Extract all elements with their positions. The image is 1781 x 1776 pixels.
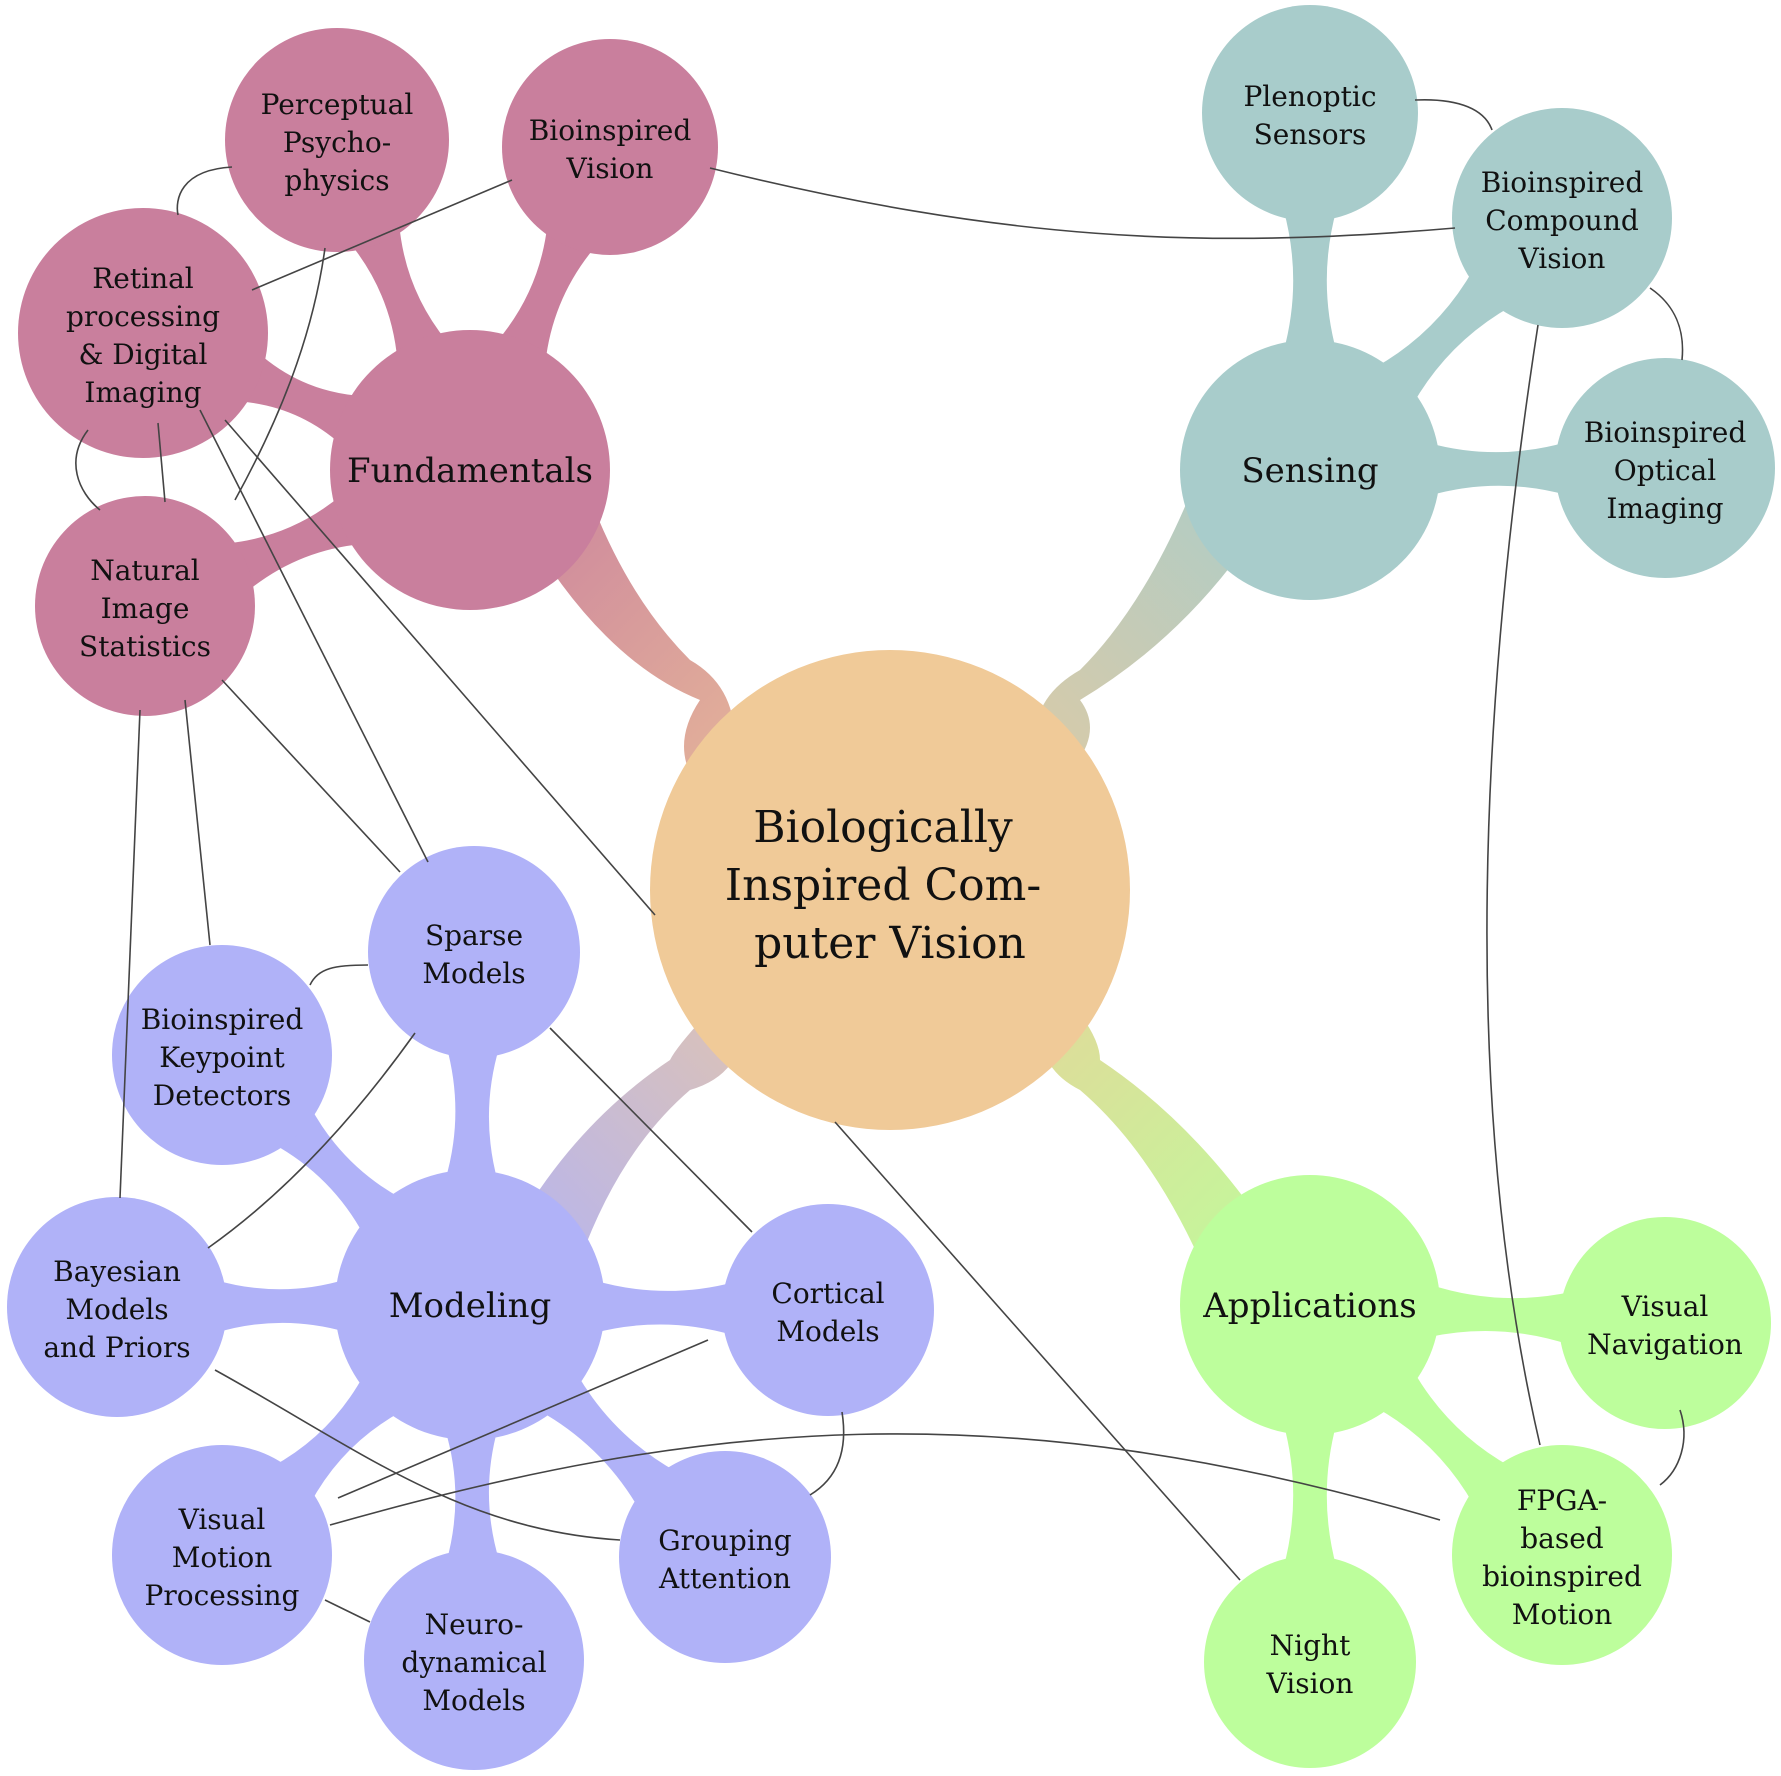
branch-node-sensing: [1180, 340, 1440, 600]
crosslink-sparse-to-keypoint: [309, 964, 369, 986]
central-topic-node: [650, 650, 1130, 1130]
crosslink-cortical-to-motion: [337, 1339, 709, 1499]
leaf-label-retinal-processing: Retinal processing & Digital Imaging: [66, 262, 220, 409]
crosslink-motion-to-neurodynamical: [324, 1599, 371, 1623]
crosslink-retinal-to-sparse: [199, 409, 429, 863]
stem-visual-motion: [272, 1373, 403, 1505]
stem-fpga-motion: [1375, 1369, 1512, 1505]
leaf-node-visual-motion: [112, 1445, 332, 1665]
stem-grouping-attention: [538, 1372, 677, 1510]
branch-node-applications: [1180, 1175, 1440, 1435]
crosslink-bioinspired-vision-to-retinal: [251, 179, 513, 291]
central-topic-label: Biologically Inspired Com- puter Vision: [725, 802, 1056, 969]
stem-sparse-models: [444, 1045, 500, 1183]
crosslink-compound-to-optical: [1649, 287, 1684, 361]
leaf-node-bioinspired-compound-vision: [1452, 108, 1672, 328]
leaf-node-cortical-models: [722, 1204, 934, 1416]
leaf-node-perceptual-psychophysics: [225, 28, 449, 252]
leaf-label-night-vision: Night Vision: [1266, 1629, 1354, 1700]
stem-neurodynamical: [444, 1427, 500, 1563]
leaf-label-keypoint-detectors: Bioinspired Keypoint Detectors: [141, 1003, 304, 1112]
crosslink-natural-stats-to-keypoint: [184, 699, 211, 946]
nodes: Biologically Inspired Com- puter Vision …: [7, 5, 1775, 1770]
leaf-label-natural-image-statistics: Natural Image Statistics: [79, 554, 211, 663]
leaf-label-plenoptic-sensors: Plenoptic Sensors: [1243, 80, 1376, 151]
leaf-node-plenoptic-sensors: [1202, 5, 1418, 221]
leaf-node-natural-image-statistics: [35, 496, 255, 716]
leaf-node-visual-navigation: [1559, 1217, 1771, 1429]
crosslink-retinal-to-natural-stats-b: [157, 422, 166, 503]
crosslink-plenoptic-to-compound: [1414, 99, 1493, 131]
leaf-node-bioinspired-vision: [502, 39, 718, 255]
leaf-label-perceptual-psychophysics: Perceptual Psycho-physics: [261, 88, 414, 197]
stem-plenoptic-sensors: [1283, 209, 1337, 352]
branch-modeling: Modeling Sparse Models Bioinspired Keypoint D…: [7, 846, 934, 1770]
stem-bioinspired-compound-vision: [1374, 268, 1512, 406]
branch-label-fundamentals: Fundamentals: [347, 451, 593, 491]
leaf-node-bioinspired-optical-imaging: [1555, 358, 1775, 578]
stem-bioinspired-vision: [496, 224, 597, 364]
crosslink-psychophysics-to-natural-stats: [234, 247, 326, 501]
crosslink-cortical-to-grouping: [809, 1411, 845, 1496]
stem-natural-image-statistics: [225, 494, 363, 593]
stem-cortical-models: [592, 1280, 735, 1336]
stem-visual-navigation: [1426, 1284, 1573, 1345]
crosslink-bayesian-to-grouping: [214, 1369, 621, 1541]
leaf-label-cortical-models: Cortical Models: [771, 1277, 884, 1348]
crosslink-psychophysics-to-retinal: [176, 166, 233, 216]
cross-links: [75, 99, 1685, 1623]
leaf-node-grouping-attention: [619, 1451, 831, 1663]
stem-keypoint-detectors: [272, 1105, 403, 1237]
stem-bayesian-models: [214, 1279, 348, 1334]
crosslink-center-to-night-vision: [834, 1121, 1241, 1581]
crosslink-natural-stats-to-sparse: [221, 679, 401, 873]
leaf-node-night-vision: [1204, 1556, 1416, 1768]
leaf-node-bayesian-models: [7, 1197, 227, 1417]
branch-label-modeling: Modeling: [389, 1286, 552, 1326]
branch-fundamentals: Fundamentals Bioinspired Vision Perceptual P…: [18, 28, 718, 716]
connector-applications: [1040, 980, 1260, 1260]
branch-label-applications: Applications: [1202, 1286, 1417, 1326]
leaf-label-bioinspired-vision: Bioinspired Vision: [529, 114, 692, 185]
leaf-node-fpga-motion: [1452, 1445, 1672, 1665]
branch-sensing: Sensing Plenoptic Sensors Bioinspired Compou…: [1180, 5, 1775, 600]
leaf-label-grouping-attention: Grouping Attention: [658, 1524, 792, 1595]
leaf-label-bayesian-models: Bayesian Models and Priors: [43, 1255, 190, 1364]
branch-label-sensing: Sensing: [1241, 451, 1378, 491]
leaf-node-neurodynamical: [364, 1550, 584, 1770]
crosslink-motion-to-fpga: [329, 1433, 1441, 1526]
leaf-label-visual-navigation: Visual Navigation: [1587, 1290, 1743, 1361]
stem-night-vision: [1283, 1423, 1337, 1568]
crosslink-bioinspired-vision-to-compound-vision: [709, 167, 1456, 240]
leaf-label-bioinspired-optical-imaging: Bioinspired Optical Imaging: [1584, 416, 1747, 525]
branch-node-fundamentals: [330, 330, 610, 610]
stem-perceptual-psychophysics: [349, 222, 447, 362]
crosslink-sparse-to-cortical: [549, 1027, 753, 1233]
leaf-connectors: [214, 209, 1573, 1568]
crosslink-compound-to-fpga: [1486, 324, 1541, 1446]
crosslink-navigation-to-fpga: [1659, 1409, 1685, 1486]
leaf-label-neurodynamical: Neuro-dynamical Models: [401, 1608, 546, 1717]
connector-modeling: [520, 980, 745, 1260]
crosslink-natural-stats-to-bayesian: [119, 709, 141, 1199]
leaf-node-sparse-models: [368, 846, 580, 1058]
crosslink-retinal-to-natural-stats: [75, 429, 101, 511]
leaf-node-retinal-processing: [18, 208, 268, 458]
leaf-label-visual-motion: Visual Motion Processing: [145, 1503, 300, 1612]
leaf-label-fpga-motion: FPGA-based bioinspired Motion: [1482, 1484, 1642, 1631]
crosslink-sparse-to-bayesian: [207, 1032, 416, 1249]
crosslink-retinal-to-center: [224, 419, 656, 916]
leaf-label-bioinspired-compound-vision: Bioinspired Compound Vision: [1481, 166, 1644, 275]
branch-applications: Applications Visual Navigation FPGA-based bi…: [1180, 1175, 1771, 1768]
branch-node-modeling: [335, 1170, 605, 1440]
leaf-label-sparse-models: Sparse Models: [422, 919, 525, 990]
connector-sensing: [1035, 470, 1250, 790]
stem-retinal-processing: [236, 352, 363, 446]
stem-bioinspired-optical-imaging: [1427, 441, 1568, 496]
leaf-node-keypoint-detectors: [112, 945, 332, 1165]
